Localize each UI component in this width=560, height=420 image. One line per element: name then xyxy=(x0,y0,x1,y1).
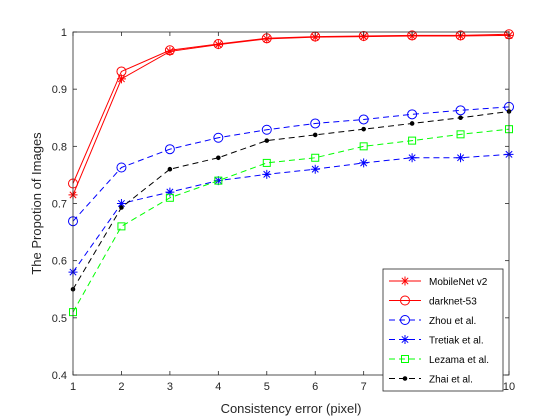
data-point-lezama-et-al xyxy=(456,130,465,139)
data-point-tretiak-et-al xyxy=(165,187,175,197)
y-tick-label: 0.9 xyxy=(52,84,67,96)
data-point-lezama-et-al xyxy=(359,142,368,151)
legend-box xyxy=(382,268,504,392)
data-point-zhai-et-al xyxy=(167,166,173,172)
data-point-lezama-et-al xyxy=(262,158,271,167)
series-line-zhou-et-al xyxy=(72,106,510,222)
data-point-zhou-et-al xyxy=(261,124,272,135)
data-point-mobilenet-v2 xyxy=(359,32,369,42)
series-line-tretiak-et-al xyxy=(72,153,510,273)
x-tick-label: 3 xyxy=(167,381,173,393)
data-point-zhai-et-al xyxy=(312,132,318,138)
series-line-darknet-53 xyxy=(72,33,510,184)
series-line-zhai-et-al xyxy=(72,110,510,290)
y-tick-label: 1 xyxy=(61,27,67,39)
data-point-zhai-et-al xyxy=(119,205,124,210)
data-point-zhai-et-al xyxy=(216,155,221,161)
data-point-mobilenet-v2 xyxy=(310,32,320,42)
data-point-mobilenet-v2 xyxy=(456,31,466,41)
legend-label-zhou-et-al: Zhou et al. xyxy=(429,316,476,327)
data-point-zhou-et-al xyxy=(116,162,127,173)
x-tick-label: 7 xyxy=(361,381,367,393)
data-point-lezama-et-al xyxy=(165,193,174,202)
data-point-tretiak-et-al xyxy=(456,153,466,163)
x-axis-label: Consistency error (pixel) xyxy=(221,401,362,416)
legend-marker-tretiak-et-al xyxy=(400,335,410,344)
legend: MobileNet v2 darknet-53 Zhou et al. Tretiak… xyxy=(382,268,504,392)
data-point-zhou-et-al xyxy=(358,114,369,125)
data-point-zhou-et-al xyxy=(455,105,466,116)
y-tick-label: 0.6 xyxy=(52,256,67,268)
data-point-mobilenet-v2 xyxy=(213,40,223,50)
data-point-mobilenet-v2 xyxy=(407,31,417,41)
x-tick-label: 2 xyxy=(118,381,124,393)
data-point-zhou-et-al xyxy=(164,144,175,155)
data-point-tretiak-et-al xyxy=(359,158,369,168)
data-point-darknet-53 xyxy=(407,30,418,41)
data-point-tretiak-et-al xyxy=(407,153,417,163)
data-point-zhai-et-al xyxy=(361,126,366,132)
legend-marker-zhou-et-al xyxy=(400,315,410,325)
data-point-tretiak-et-al xyxy=(262,169,272,179)
legend-label-zhai-et-al: Zhai et al. xyxy=(429,375,473,386)
y-tick-label: 0.7 xyxy=(52,199,67,211)
series-line-mobilenet-v2 xyxy=(72,34,510,196)
legend-marker-zhai-et-al xyxy=(402,376,408,381)
legend-marker-mobilenet-v2 xyxy=(400,276,410,286)
legend-label-tretiak-et-al: Tretiak et al. xyxy=(429,336,484,347)
legend-marker-lezama-et-al xyxy=(401,355,409,363)
y-tick-label: 0.8 xyxy=(52,141,67,153)
data-point-lezama-et-al xyxy=(117,222,126,231)
x-tick-label: 10 xyxy=(503,381,515,393)
data-point-tretiak-et-al xyxy=(116,199,126,208)
y-tick-label: 0.4 xyxy=(52,370,67,382)
x-tick-label: 1 xyxy=(70,381,76,393)
x-tick-label: 5 xyxy=(264,381,270,393)
data-point-lezama-et-al xyxy=(408,136,417,145)
y-axis-label: The Propotion of Images xyxy=(29,132,44,275)
legend-label-lezama-et-al: Lezama et al. xyxy=(429,355,489,366)
x-tick-label: 4 xyxy=(215,381,221,393)
data-point-mobilenet-v2 xyxy=(116,74,126,84)
legend-label-darknet-53: darknet-53 xyxy=(429,297,477,308)
legend-label-mobilenet-v2: MobileNet v2 xyxy=(429,277,488,288)
data-point-zhai-et-al xyxy=(409,121,415,126)
data-point-darknet-53 xyxy=(455,30,466,41)
data-point-lezama-et-al xyxy=(311,153,320,162)
data-point-darknet-53 xyxy=(358,31,369,42)
data-point-zhou-et-al xyxy=(213,132,224,143)
data-point-darknet-53 xyxy=(116,66,127,77)
y-tick-label: 0.5 xyxy=(52,313,67,325)
data-point-tretiak-et-al xyxy=(310,164,320,174)
data-point-zhou-et-al xyxy=(407,109,418,120)
series-line-lezama-et-al xyxy=(72,128,510,313)
data-point-darknet-53 xyxy=(164,45,175,56)
data-point-mobilenet-v2 xyxy=(262,34,272,44)
series-layer xyxy=(68,29,514,317)
data-point-mobilenet-v2 xyxy=(165,46,175,56)
x-tick-label: 6 xyxy=(312,381,318,393)
data-point-lezama-et-al xyxy=(214,176,223,185)
legend-marker-darknet-53 xyxy=(400,295,410,306)
data-point-zhai-et-al xyxy=(458,115,463,121)
data-point-tretiak-et-al xyxy=(213,176,223,186)
data-point-darknet-53 xyxy=(213,39,224,50)
data-point-zhai-et-al xyxy=(264,138,270,143)
data-point-zhou-et-al xyxy=(310,118,321,129)
